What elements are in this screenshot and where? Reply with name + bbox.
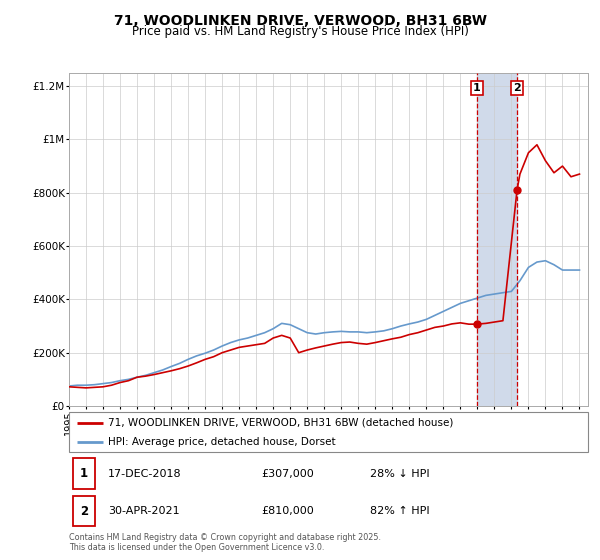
Text: 17-DEC-2018: 17-DEC-2018 <box>108 469 182 478</box>
FancyBboxPatch shape <box>73 496 95 526</box>
Text: £810,000: £810,000 <box>261 506 314 516</box>
Text: 71, WOODLINKEN DRIVE, VERWOOD, BH31 6BW: 71, WOODLINKEN DRIVE, VERWOOD, BH31 6BW <box>113 14 487 28</box>
Text: 1: 1 <box>473 83 481 93</box>
Text: 28% ↓ HPI: 28% ↓ HPI <box>370 469 430 478</box>
Text: 2: 2 <box>80 505 88 517</box>
FancyBboxPatch shape <box>69 412 588 452</box>
Text: 30-APR-2021: 30-APR-2021 <box>108 506 179 516</box>
Text: Contains HM Land Registry data © Crown copyright and database right 2025.
This d: Contains HM Land Registry data © Crown c… <box>69 533 381 552</box>
Text: 1: 1 <box>80 467 88 480</box>
Text: 82% ↑ HPI: 82% ↑ HPI <box>370 506 430 516</box>
Bar <box>477 73 517 406</box>
Text: HPI: Average price, detached house, Dorset: HPI: Average price, detached house, Dors… <box>108 437 335 447</box>
Text: £307,000: £307,000 <box>261 469 314 478</box>
Text: 2: 2 <box>513 83 521 93</box>
Text: 71, WOODLINKEN DRIVE, VERWOOD, BH31 6BW (detached house): 71, WOODLINKEN DRIVE, VERWOOD, BH31 6BW … <box>108 418 454 428</box>
Text: Price paid vs. HM Land Registry's House Price Index (HPI): Price paid vs. HM Land Registry's House … <box>131 25 469 38</box>
FancyBboxPatch shape <box>73 458 95 489</box>
